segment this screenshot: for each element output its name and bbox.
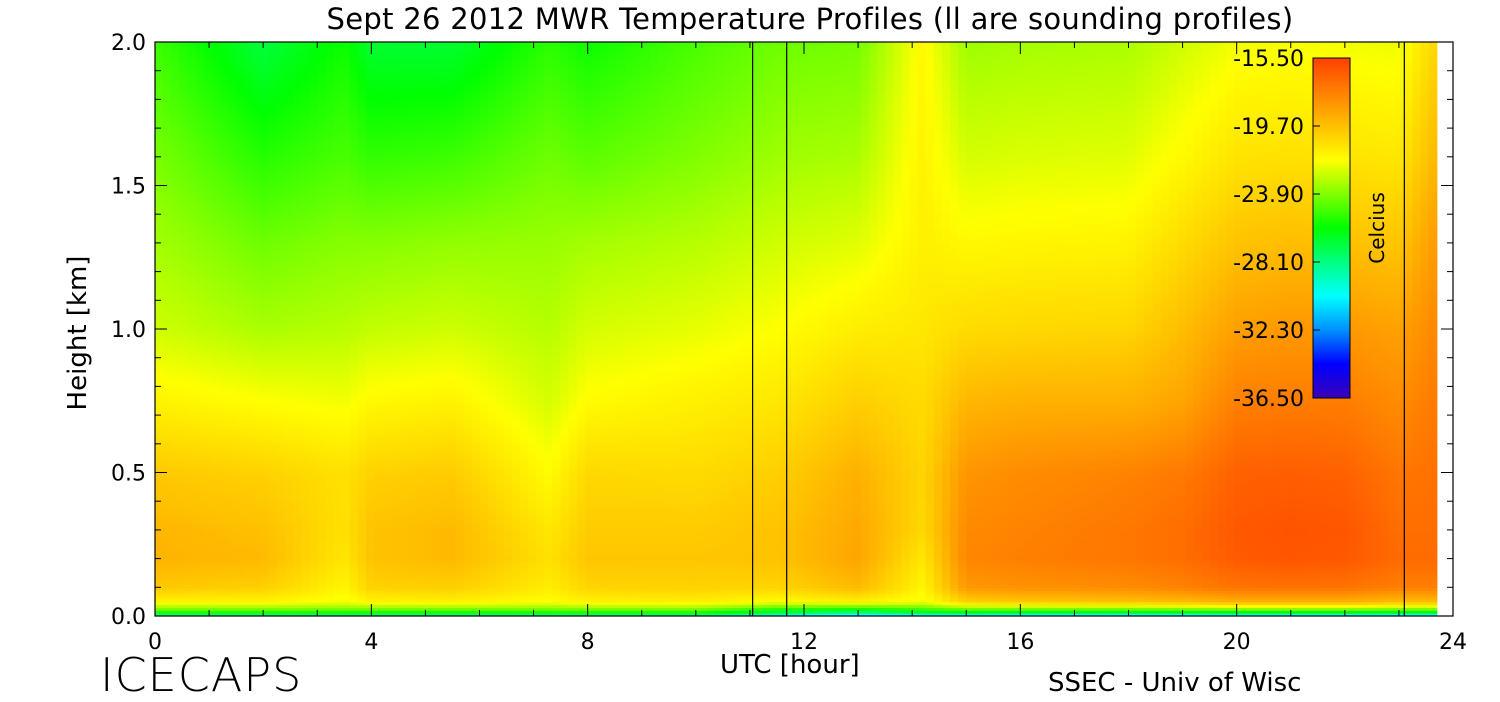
chart-canvas: 04812162024 0.00.51.01.52.0 -15.50-19.70…	[0, 0, 1500, 700]
